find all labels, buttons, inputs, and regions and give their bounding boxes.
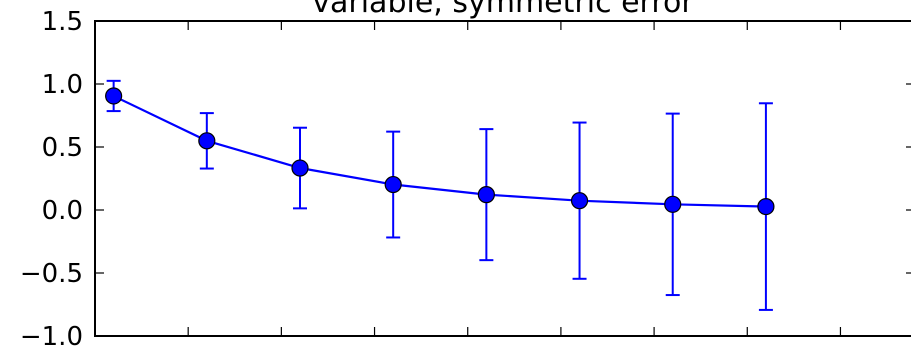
y-tick-label-5: −1.0 [20,322,83,347]
tick-marks [95,20,911,337]
y-tick-label-3: 0.0 [42,196,83,226]
y-tick-label-1: 1.0 [42,70,83,100]
series-line-0 [113,95,766,208]
data-point-6 [664,195,682,213]
data-series [105,79,775,311]
chart-title: variable, symmetric error [312,0,694,20]
data-point-3 [384,175,402,194]
y-tick-label-0: 1.5 [42,7,83,37]
data-point-7 [757,197,775,216]
y-tick-label-2: 0.5 [42,133,83,163]
plot-frame [94,20,911,337]
y-tick-label-4: −0.5 [20,259,83,289]
tick-labels: 1.5 1.0 0.5 0.0 −0.5 −1.0 [20,7,83,347]
data-point-4 [477,186,495,204]
data-point-1 [198,132,216,150]
data-point-5 [570,192,589,210]
data-point-2 [291,159,309,177]
data-point-0 [105,87,123,105]
plot-border [94,20,911,337]
